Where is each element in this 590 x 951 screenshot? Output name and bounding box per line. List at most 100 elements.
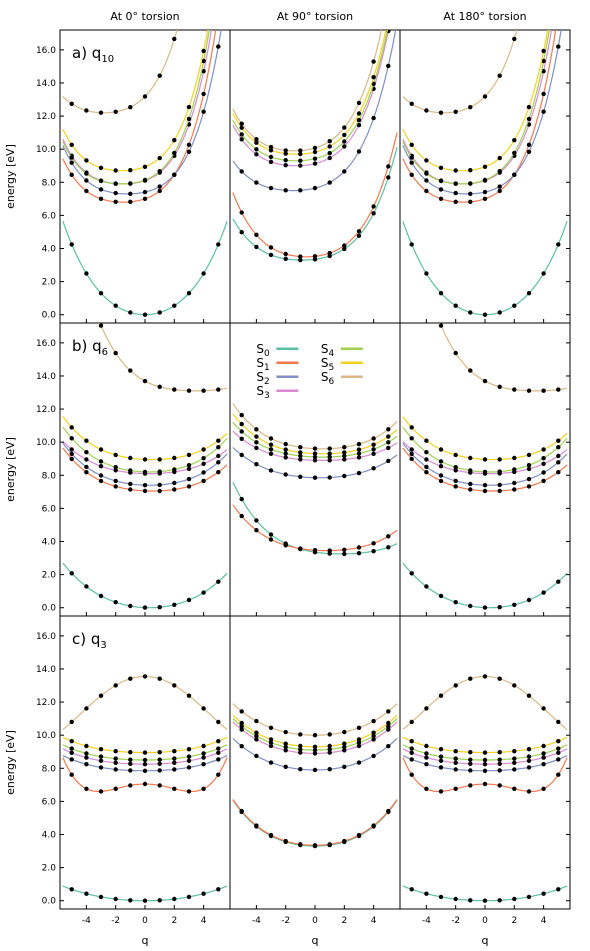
y-axis-label: energy [eV] — [4, 437, 17, 502]
data-point — [172, 467, 177, 472]
data-point — [438, 473, 444, 478]
data-point — [239, 436, 244, 441]
data-point — [526, 747, 532, 752]
data-point — [541, 762, 546, 767]
data-point — [386, 440, 391, 445]
panel-r1-c2 — [399, 322, 571, 617]
data-point — [283, 158, 288, 163]
y-axis-label: energy [eV] — [4, 730, 17, 795]
data-point — [468, 898, 473, 903]
data-point — [468, 761, 473, 766]
data-point — [201, 786, 206, 791]
data-point — [453, 786, 458, 791]
data-point — [438, 754, 444, 759]
data-point — [239, 808, 244, 814]
y-tick-label: 2.0 — [42, 278, 57, 288]
data-point — [371, 541, 376, 546]
panel-r2-c1 — [229, 615, 401, 910]
data-point — [312, 475, 318, 480]
data-point — [468, 768, 473, 773]
data-point — [216, 44, 221, 49]
data-point — [371, 549, 376, 554]
data-point — [386, 164, 391, 169]
data-point — [268, 737, 274, 742]
curve-s6 — [402, 675, 568, 731]
data-point — [283, 729, 288, 735]
data-point — [512, 36, 517, 42]
data-point — [482, 312, 488, 317]
data-point — [526, 142, 532, 147]
data-point — [342, 473, 347, 479]
data-point — [201, 762, 206, 767]
data-point — [142, 762, 148, 767]
data-point — [113, 465, 118, 470]
data-point — [283, 748, 288, 753]
curve-s6 — [99, 323, 228, 392]
curve-s6 — [439, 323, 568, 392]
data-point — [453, 168, 458, 173]
data-point — [556, 470, 561, 475]
data-point — [239, 230, 244, 235]
y-tick-label: 12.0 — [36, 698, 56, 708]
data-point — [84, 470, 89, 475]
data-point — [482, 757, 488, 763]
data-point — [356, 447, 362, 452]
data-point — [239, 720, 244, 726]
x-tick-label: 2 — [341, 916, 347, 926]
data-point — [172, 150, 177, 156]
data-point — [356, 740, 362, 745]
data-point — [356, 725, 362, 730]
data-point — [157, 482, 162, 488]
data-point — [468, 603, 473, 609]
data-point — [409, 101, 414, 107]
curves — [62, 30, 228, 317]
data-point — [541, 751, 546, 756]
data-point — [556, 387, 561, 392]
x-tick-label: -2 — [451, 916, 460, 926]
data-point — [526, 484, 532, 489]
data-point — [201, 751, 206, 756]
panel-frame — [59, 29, 231, 324]
data-point — [497, 750, 502, 755]
data-point — [157, 750, 162, 755]
data-point — [312, 185, 318, 191]
data-point — [409, 142, 414, 147]
data-point — [453, 683, 458, 688]
data-point — [254, 445, 259, 451]
data-point — [216, 739, 221, 744]
data-point — [69, 456, 74, 462]
data-point — [556, 445, 561, 450]
data-point — [468, 783, 473, 788]
data-point — [526, 463, 532, 468]
data-point — [142, 177, 148, 183]
data-point — [424, 108, 429, 113]
data-point — [371, 59, 376, 64]
data-point — [526, 894, 532, 900]
data-point — [386, 445, 391, 451]
curves — [232, 703, 398, 849]
data-point — [556, 11, 560, 15]
data-point — [98, 473, 104, 478]
curve-s0 — [232, 799, 398, 847]
data-point — [84, 751, 89, 756]
y-tick-label: 4.0 — [42, 831, 57, 841]
data-point — [497, 488, 502, 494]
data-point — [239, 496, 244, 502]
data-point — [283, 447, 288, 452]
data-point — [268, 725, 274, 730]
x-tick-label: -4 — [422, 916, 431, 926]
data-point — [186, 291, 192, 296]
data-point — [69, 155, 74, 160]
data-point — [526, 758, 532, 763]
data-point — [371, 753, 376, 759]
data-point — [497, 188, 502, 194]
y-tick-label: 10.0 — [36, 145, 56, 155]
data-point — [327, 743, 332, 749]
data-point — [386, 63, 391, 69]
data-point — [216, 719, 221, 725]
data-point — [312, 161, 318, 166]
data-point — [201, 891, 206, 896]
data-point — [254, 137, 259, 142]
data-point — [298, 254, 303, 259]
